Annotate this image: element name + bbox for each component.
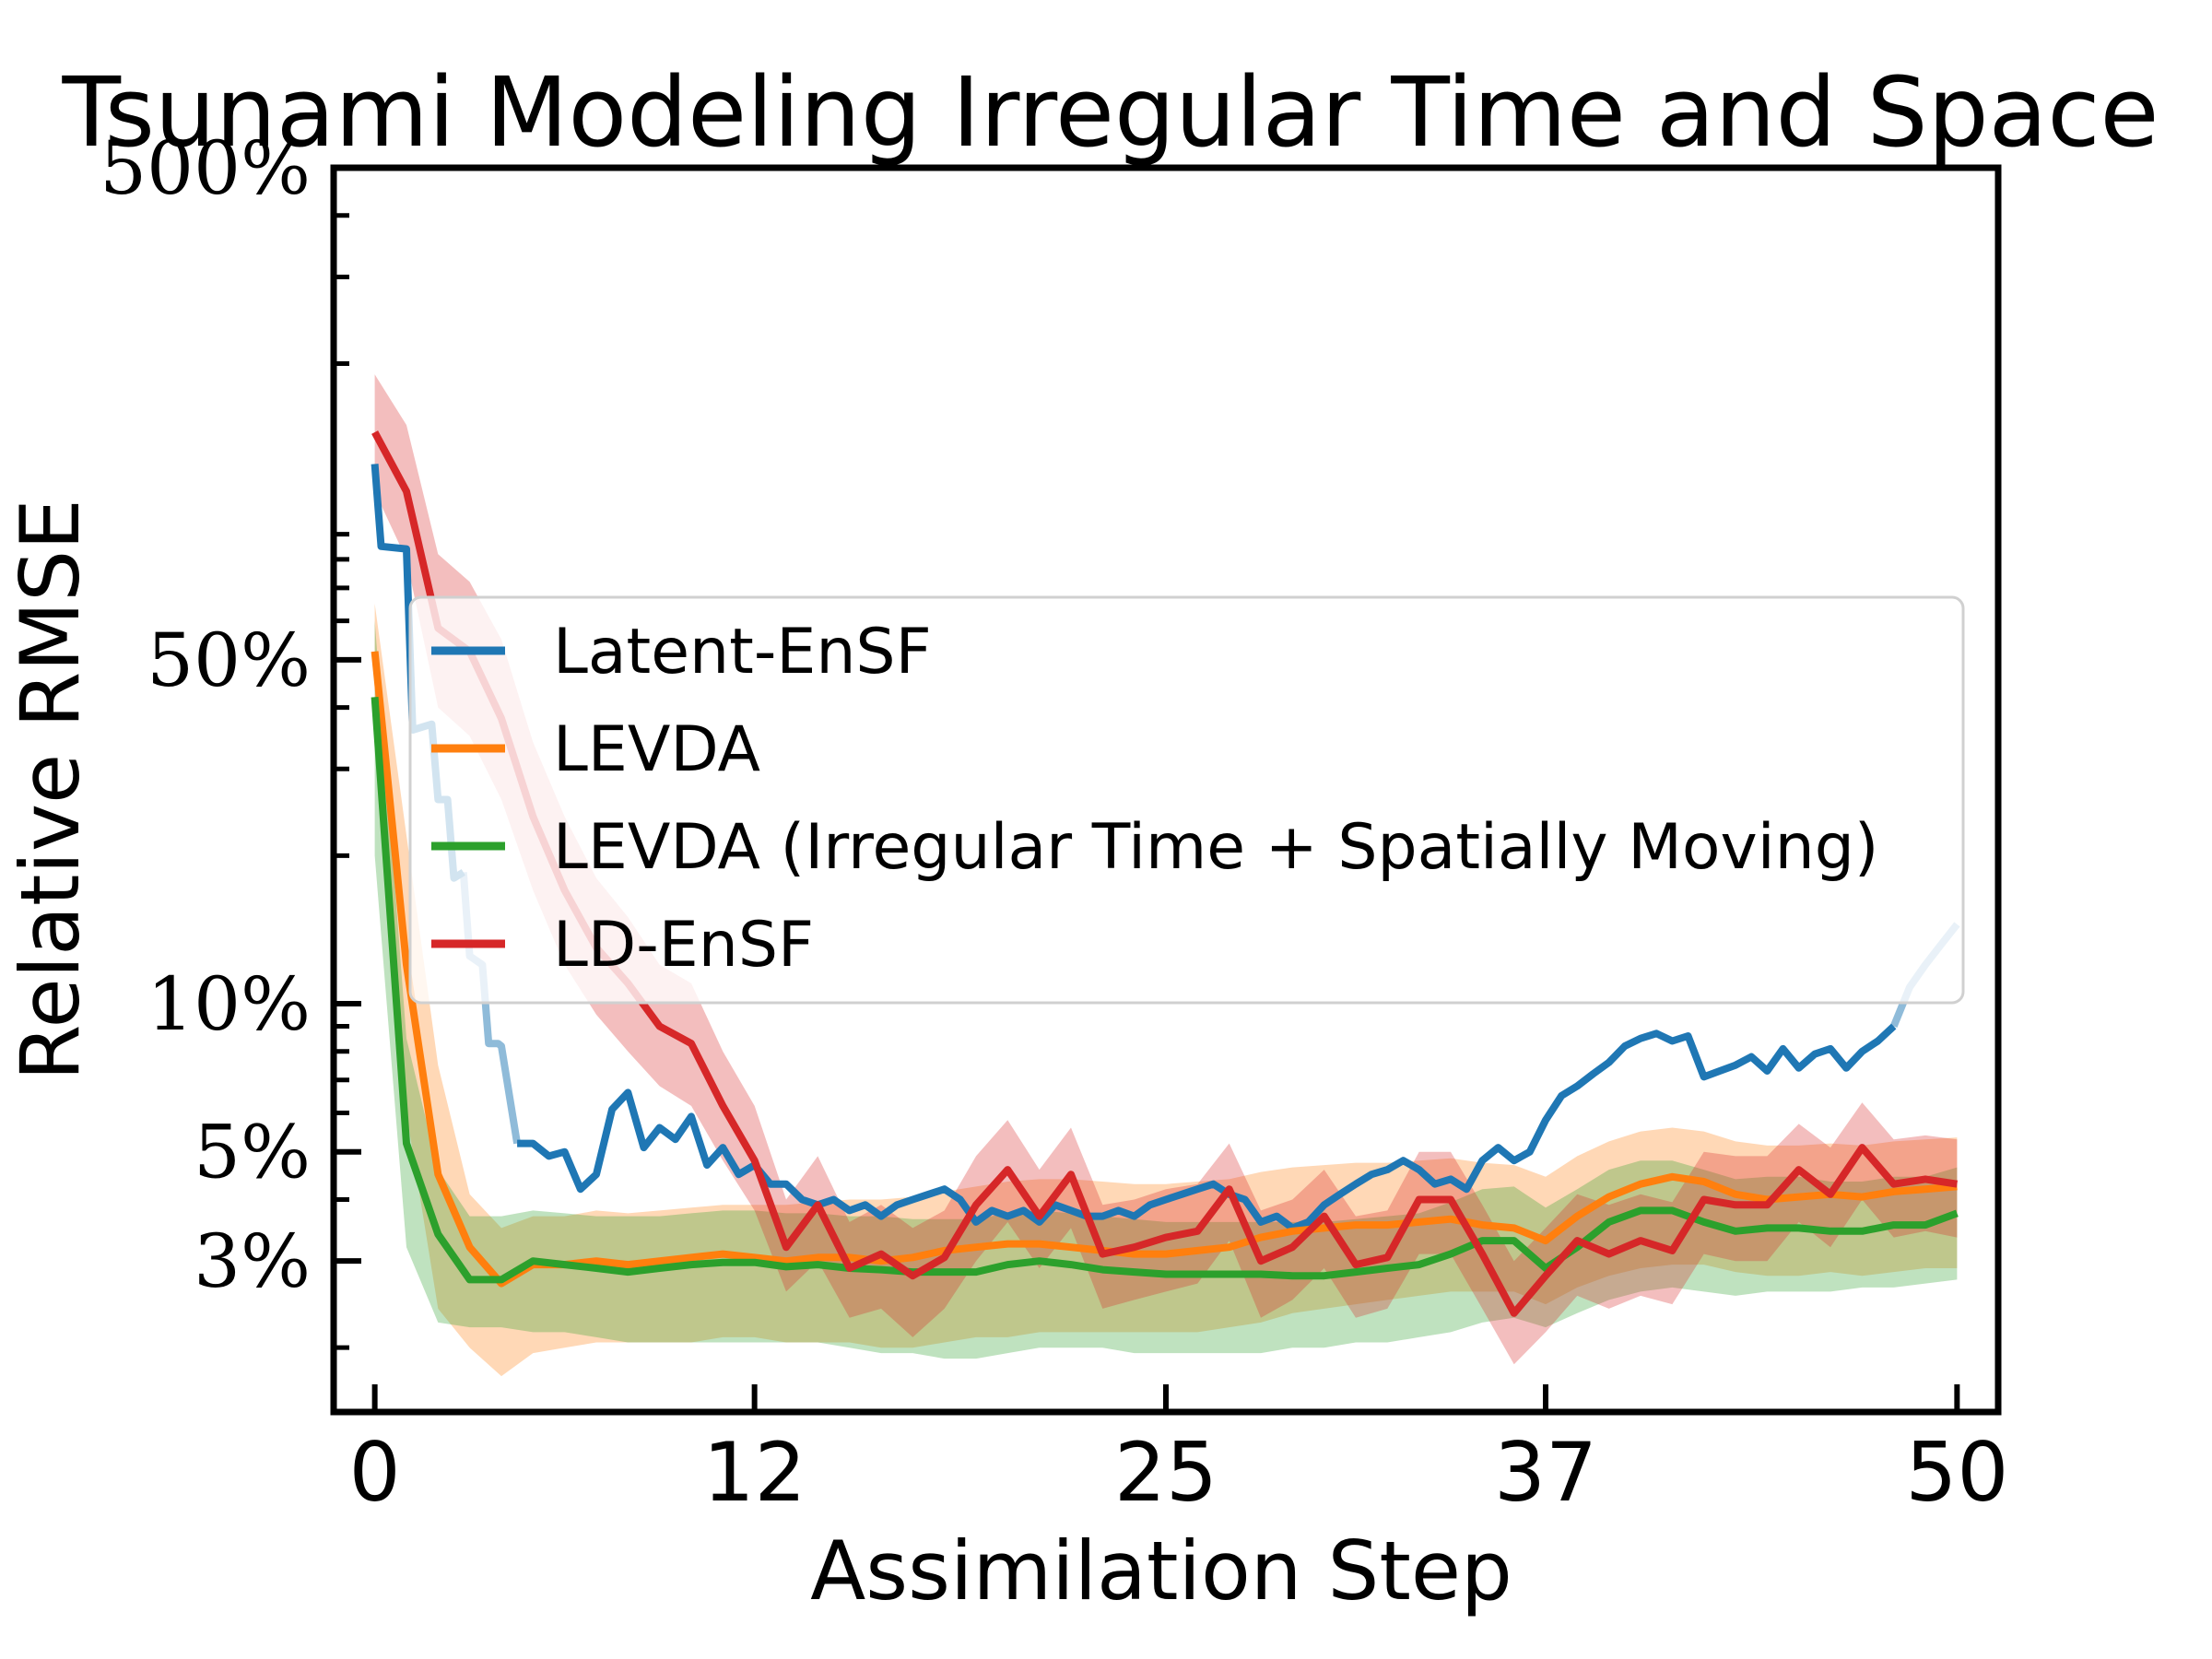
- x-axis-ticks: 0 12 25 37 50: [349, 1384, 2008, 1520]
- band-levda-irregular-time-spatially-moving: [374, 620, 1958, 1359]
- y-tick-label: 500%: [100, 125, 311, 211]
- x-tick-label: 25: [1114, 1425, 1218, 1520]
- y-tick-label: 10%: [147, 961, 311, 1047]
- legend-box: [408, 595, 1965, 1005]
- legend-label-ld-ensf: LD-EnSF: [553, 909, 814, 982]
- y-tick-label: 5%: [194, 1110, 311, 1195]
- x-tick-label: 37: [1494, 1425, 1597, 1520]
- y-tick-label: 50%: [147, 618, 311, 703]
- band-levda: [374, 604, 1958, 1377]
- x-tick-label: 0: [349, 1425, 401, 1520]
- legend-label-levda: LEVDA: [553, 713, 760, 786]
- series-line-levda: [371, 651, 1958, 1288]
- legend: Latent-EnSF LEVDA LEVDA (Irregular Time + …: [408, 595, 1965, 1005]
- x-tick-label: 12: [703, 1425, 806, 1520]
- series-line-latent-ensf: [517, 1023, 1897, 1232]
- x-tick-label: 50: [1905, 1425, 2008, 1520]
- legend-label-latent-ensf: Latent-EnSF: [553, 616, 932, 688]
- confidence-bands: [374, 374, 1958, 1377]
- y-tick-label: 3%: [194, 1218, 311, 1304]
- chart-title: Tsunami Modeling Irregular Time and Spac…: [61, 56, 2159, 169]
- legend-label-levda-irregular-time-spatially-moving: LEVDA (Irregular Time + Spatially Moving…: [553, 811, 1878, 884]
- y-axis-label: Relative RMSE: [3, 499, 98, 1080]
- y-axis-ticks: 3% 5% 10% 50% 500%: [100, 125, 361, 1350]
- series-lines: [371, 430, 1960, 1317]
- x-axis-label: Assimilation Step: [810, 1524, 1512, 1618]
